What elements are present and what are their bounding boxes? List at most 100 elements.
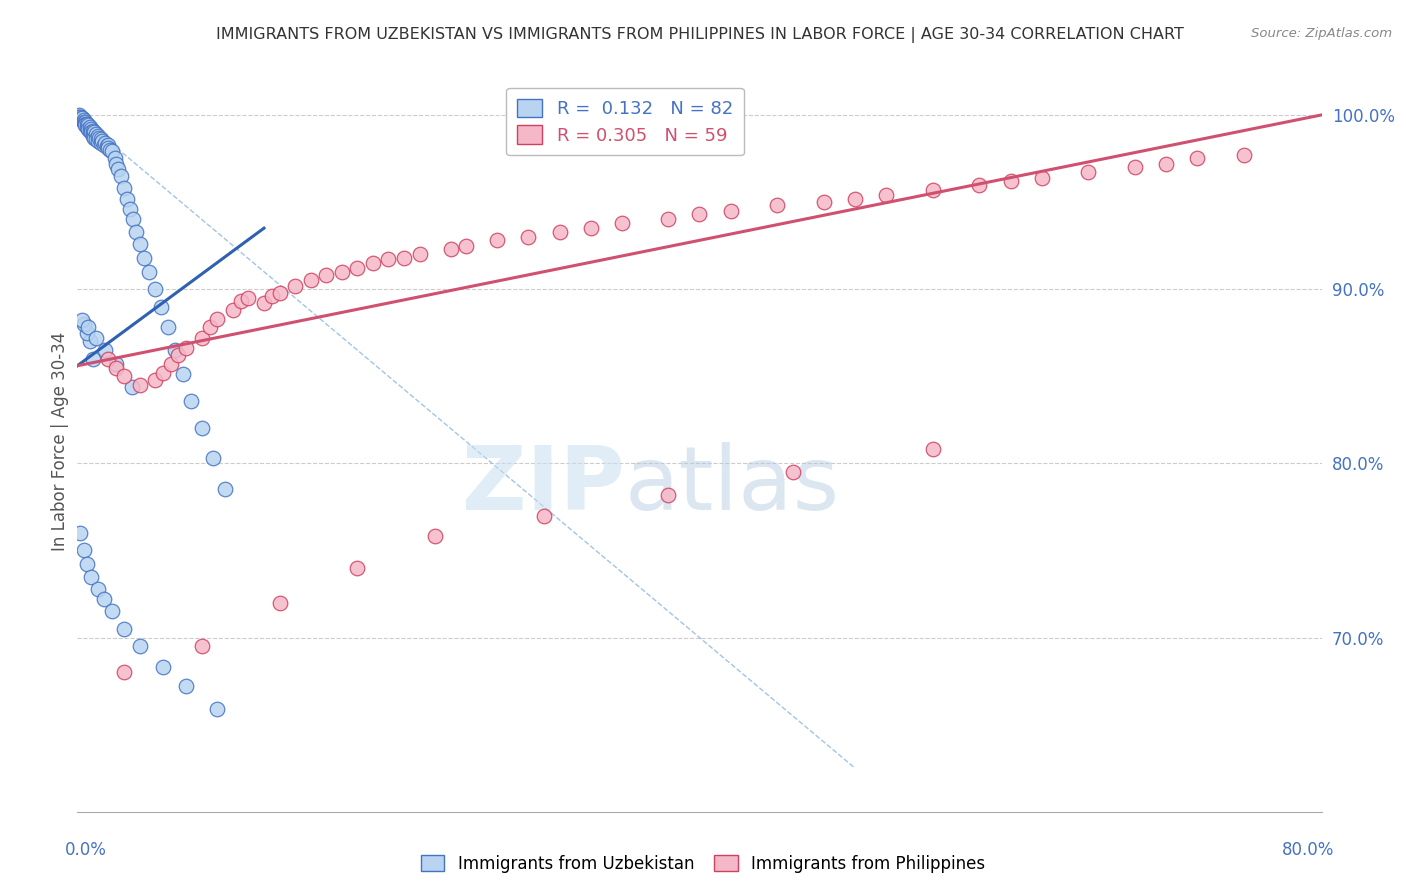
Point — [134, 251, 156, 265]
Point — [70, 112, 93, 126]
Point — [67, 108, 90, 122]
Point — [269, 596, 291, 610]
Point — [86, 134, 108, 148]
Point — [115, 192, 138, 206]
Point — [191, 421, 214, 435]
Point — [165, 343, 187, 357]
Point — [1154, 157, 1177, 171]
Point — [105, 357, 128, 371]
Text: IMMIGRANTS FROM UZBEKISTAN VS IMMIGRANTS FROM PHILIPPINES IN LABOR FORCE | AGE 3: IMMIGRANTS FROM UZBEKISTAN VS IMMIGRANTS… — [215, 27, 1184, 43]
Point — [201, 451, 224, 466]
Point — [84, 127, 107, 141]
Point — [152, 366, 174, 380]
Point — [76, 326, 98, 340]
Point — [93, 592, 115, 607]
Point — [207, 702, 229, 716]
Point — [97, 351, 120, 366]
Point — [1233, 148, 1256, 162]
Point — [921, 183, 943, 197]
Point — [93, 137, 115, 152]
Point — [79, 120, 101, 134]
Point — [112, 369, 135, 384]
Point — [440, 242, 463, 256]
Point — [105, 360, 128, 375]
Point — [100, 604, 122, 618]
Point — [238, 291, 260, 305]
Point — [69, 526, 91, 541]
Point — [98, 143, 121, 157]
Point — [172, 368, 194, 382]
Point — [67, 110, 90, 124]
Point — [80, 121, 103, 136]
Point — [72, 113, 94, 128]
Text: Source: ZipAtlas.com: Source: ZipAtlas.com — [1251, 27, 1392, 40]
Point — [112, 665, 135, 680]
Point — [1077, 165, 1099, 179]
Point — [75, 115, 97, 129]
Point — [94, 136, 117, 150]
Point — [86, 582, 108, 596]
Point — [1187, 152, 1209, 166]
Point — [766, 198, 789, 212]
Point — [253, 296, 276, 310]
Point — [1031, 170, 1053, 185]
Point — [1123, 160, 1146, 174]
Text: 0.0%: 0.0% — [65, 841, 107, 859]
Point — [77, 119, 100, 133]
Point — [76, 120, 98, 134]
Point — [167, 348, 190, 362]
Point — [875, 188, 897, 202]
Point — [456, 238, 478, 252]
Point — [72, 543, 94, 558]
Point — [1000, 174, 1022, 188]
Point — [517, 230, 540, 244]
Point — [128, 639, 150, 653]
Point — [80, 569, 103, 583]
Point — [80, 125, 103, 139]
Point — [720, 203, 742, 218]
Point — [315, 268, 337, 282]
Point — [921, 442, 943, 457]
Point — [86, 128, 108, 143]
Legend: Immigrants from Uzbekistan, Immigrants from Philippines: Immigrants from Uzbekistan, Immigrants f… — [415, 848, 991, 880]
Point — [610, 216, 633, 230]
Point — [361, 256, 384, 270]
Point — [120, 202, 142, 216]
Point — [143, 373, 166, 387]
Text: 80.0%: 80.0% — [1282, 841, 1334, 859]
Point — [222, 303, 245, 318]
Point — [284, 278, 307, 293]
Point — [97, 137, 120, 152]
Point — [84, 132, 107, 146]
Point — [121, 379, 143, 393]
Point — [844, 192, 866, 206]
Point — [423, 529, 446, 543]
Point — [82, 351, 104, 366]
Point — [75, 117, 97, 131]
Text: atlas: atlas — [624, 442, 839, 530]
Point — [782, 465, 804, 479]
Y-axis label: In Labor Force | Age 30-34: In Labor Force | Age 30-34 — [51, 332, 69, 551]
Point — [94, 343, 117, 357]
Point — [377, 252, 399, 267]
Point — [548, 225, 571, 239]
Point — [90, 136, 112, 150]
Point — [70, 313, 93, 327]
Point — [82, 123, 104, 137]
Point — [299, 273, 322, 287]
Point — [408, 247, 430, 261]
Point — [100, 145, 122, 159]
Point — [346, 261, 368, 276]
Point — [77, 121, 100, 136]
Point — [689, 207, 711, 221]
Point — [657, 488, 679, 502]
Point — [79, 334, 101, 349]
Point — [174, 679, 197, 693]
Text: ZIP: ZIP — [463, 442, 624, 530]
Point — [90, 132, 112, 146]
Point — [110, 169, 132, 183]
Point — [70, 113, 93, 128]
Point — [125, 225, 148, 239]
Point — [198, 320, 221, 334]
Point — [229, 294, 252, 309]
